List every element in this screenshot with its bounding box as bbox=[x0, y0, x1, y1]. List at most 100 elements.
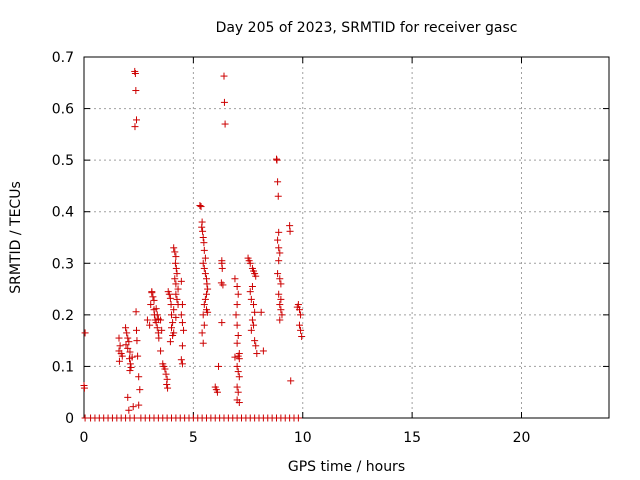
data-point bbox=[199, 339, 207, 347]
x-tick-label: 20 bbox=[513, 430, 531, 446]
data-point bbox=[116, 342, 124, 350]
data-point bbox=[171, 275, 179, 283]
data-point bbox=[277, 306, 285, 314]
data-point bbox=[172, 313, 180, 321]
y-tick-label: 0.3 bbox=[52, 256, 74, 272]
data-point bbox=[233, 321, 241, 329]
data-point bbox=[172, 280, 180, 288]
data-point bbox=[118, 352, 126, 360]
data-point bbox=[177, 277, 185, 285]
data-point bbox=[274, 270, 282, 278]
data-point bbox=[298, 333, 306, 341]
data-point bbox=[275, 228, 283, 236]
data-point bbox=[161, 365, 169, 373]
data-point bbox=[235, 373, 243, 381]
x-tick-label: 5 bbox=[189, 430, 198, 446]
y-tick-label: 0.7 bbox=[52, 50, 74, 66]
data-point bbox=[128, 353, 136, 361]
data-point bbox=[287, 377, 295, 385]
data-point bbox=[125, 338, 133, 346]
data-point bbox=[200, 301, 208, 309]
data-point bbox=[199, 227, 207, 235]
data-point bbox=[204, 285, 212, 293]
data-point bbox=[143, 316, 151, 324]
data-point bbox=[251, 337, 259, 345]
data-point bbox=[131, 123, 139, 131]
data-point bbox=[171, 259, 179, 267]
data-point bbox=[232, 311, 240, 319]
data-point bbox=[275, 257, 283, 265]
data-point bbox=[130, 414, 138, 422]
data-point bbox=[248, 282, 256, 290]
data-point bbox=[147, 301, 155, 309]
data-point bbox=[173, 295, 181, 303]
data-point bbox=[200, 239, 208, 247]
data-point bbox=[234, 388, 242, 396]
data-point bbox=[219, 281, 227, 289]
data-point bbox=[259, 347, 267, 355]
data-point bbox=[170, 244, 178, 252]
data-point bbox=[233, 301, 241, 309]
data-point bbox=[253, 350, 261, 358]
data-point bbox=[81, 329, 89, 337]
data-point bbox=[135, 373, 143, 381]
data-point bbox=[149, 293, 157, 301]
data-point bbox=[123, 329, 131, 337]
data-point bbox=[178, 301, 186, 309]
data-point bbox=[158, 326, 166, 334]
data-point bbox=[273, 156, 281, 164]
x-tick-label: 10 bbox=[294, 430, 312, 446]
data-point bbox=[231, 353, 239, 361]
data-point bbox=[201, 254, 209, 262]
data-point bbox=[124, 344, 132, 352]
plot-frame bbox=[83, 56, 610, 419]
data-point bbox=[199, 234, 207, 241]
data-point bbox=[274, 236, 282, 244]
y-axis-label: SRMTID / TECUs bbox=[8, 181, 24, 294]
data-point bbox=[157, 316, 165, 324]
data-point bbox=[277, 295, 285, 303]
data-point bbox=[234, 290, 242, 298]
data-point bbox=[150, 296, 158, 304]
data-point bbox=[277, 280, 285, 288]
data-point bbox=[127, 363, 135, 371]
data-point bbox=[132, 87, 140, 95]
grid-lines bbox=[84, 57, 609, 418]
y-tick-label: 0.5 bbox=[52, 153, 74, 169]
data-point bbox=[215, 362, 223, 370]
x-tick-label: 0 bbox=[80, 430, 89, 446]
data-point bbox=[122, 341, 130, 349]
data-point bbox=[201, 270, 209, 278]
axis-ticks: 0 0.1 0.2 0.3 0.4 0.5 0.6 0.7 0 5 10 15 20 bbox=[52, 50, 609, 446]
data-point bbox=[198, 223, 206, 231]
data-point bbox=[136, 386, 144, 394]
data-point bbox=[246, 259, 254, 267]
data-point bbox=[275, 244, 283, 252]
data-point bbox=[115, 357, 123, 365]
data-point bbox=[164, 384, 172, 392]
data-point bbox=[250, 301, 258, 309]
data-point bbox=[252, 272, 260, 280]
data-point bbox=[199, 259, 207, 267]
data-point bbox=[204, 308, 212, 316]
data-point bbox=[220, 72, 228, 80]
data-point bbox=[257, 308, 265, 316]
data-point bbox=[220, 98, 228, 106]
data-point bbox=[218, 264, 226, 272]
data-point bbox=[235, 399, 243, 407]
data-point bbox=[170, 306, 178, 314]
data-point bbox=[134, 352, 142, 360]
data-point bbox=[286, 227, 294, 235]
data-point bbox=[133, 337, 141, 345]
data-point bbox=[200, 246, 208, 254]
data-point bbox=[203, 290, 210, 298]
data-point bbox=[200, 264, 208, 272]
data-point bbox=[276, 301, 284, 309]
data-point bbox=[200, 321, 208, 329]
data-point bbox=[168, 324, 175, 332]
data-point bbox=[172, 290, 180, 298]
data-point bbox=[126, 360, 134, 368]
data-point bbox=[252, 342, 260, 350]
data-point bbox=[146, 321, 154, 329]
